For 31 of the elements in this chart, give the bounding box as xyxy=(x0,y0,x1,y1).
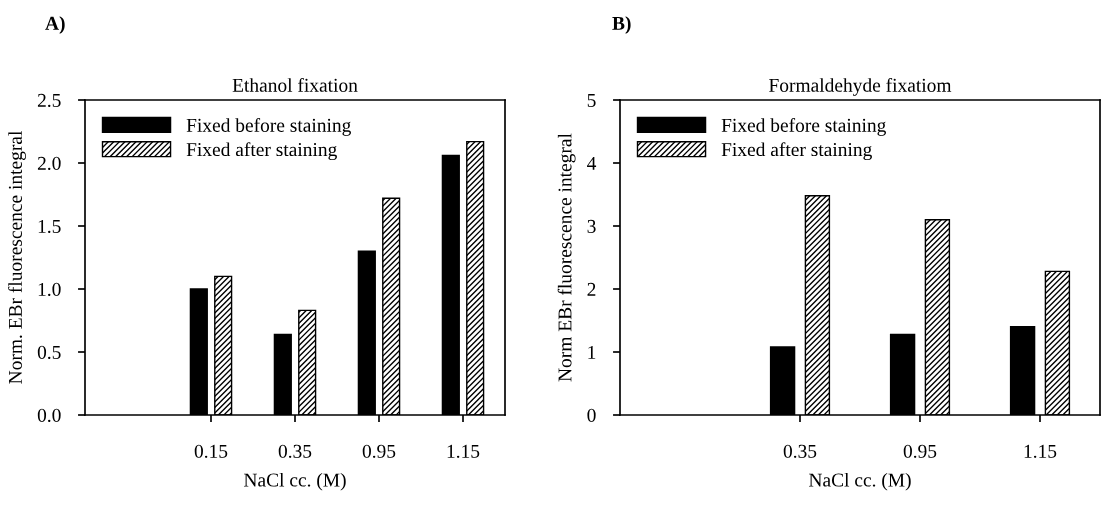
y-tick-label: 2 xyxy=(587,282,596,296)
text: A) xyxy=(45,16,65,34)
y-tick-label: 5 xyxy=(587,94,596,107)
chart-title: Ethanol fixation xyxy=(232,77,358,92)
y-tick-label: 0.0 xyxy=(37,408,61,423)
y-tick-label: 0 xyxy=(587,408,596,422)
y-tick-label: 0.5 xyxy=(37,345,61,360)
x-tick-label: 0.95 xyxy=(903,444,937,458)
x-tick-label: 0.15 xyxy=(194,444,228,458)
y-tick-label: 4 xyxy=(587,156,597,170)
x-tick-label: 0.95 xyxy=(362,444,396,458)
x-tick-label: 1.15 xyxy=(1024,444,1057,458)
legend-label: Fixed after staining xyxy=(186,142,337,161)
legend-label: Fixed after staining xyxy=(721,142,872,161)
legend-label: Fixed before staining xyxy=(721,118,886,136)
y-tick-label: 2.0 xyxy=(37,156,61,171)
x-axis-title: NaCl cc. (M) xyxy=(243,472,346,491)
y-tick-label: 1 xyxy=(588,345,596,359)
x-axis-title: NaCl cc. (M) xyxy=(808,472,911,491)
x-tick-label: 0.35 xyxy=(783,444,817,458)
legend-label: Fixed before staining xyxy=(186,118,351,136)
text: B) xyxy=(612,16,631,34)
y-axis-title: Norm. EBr fluorescence integral xyxy=(8,131,26,384)
y-tick-label: 2.5 xyxy=(37,93,61,108)
y-tick-label: 1.0 xyxy=(38,282,61,297)
x-tick-label: 1.15 xyxy=(447,444,480,458)
y-tick-label: 3 xyxy=(587,219,596,233)
y-tick-label: 1.5 xyxy=(38,219,61,234)
chart-title: Formaldehyde fixatiom xyxy=(769,77,952,96)
y-axis-title: Norm EBr fluorescence integral xyxy=(557,133,576,382)
x-tick-label: 0.35 xyxy=(278,444,312,458)
